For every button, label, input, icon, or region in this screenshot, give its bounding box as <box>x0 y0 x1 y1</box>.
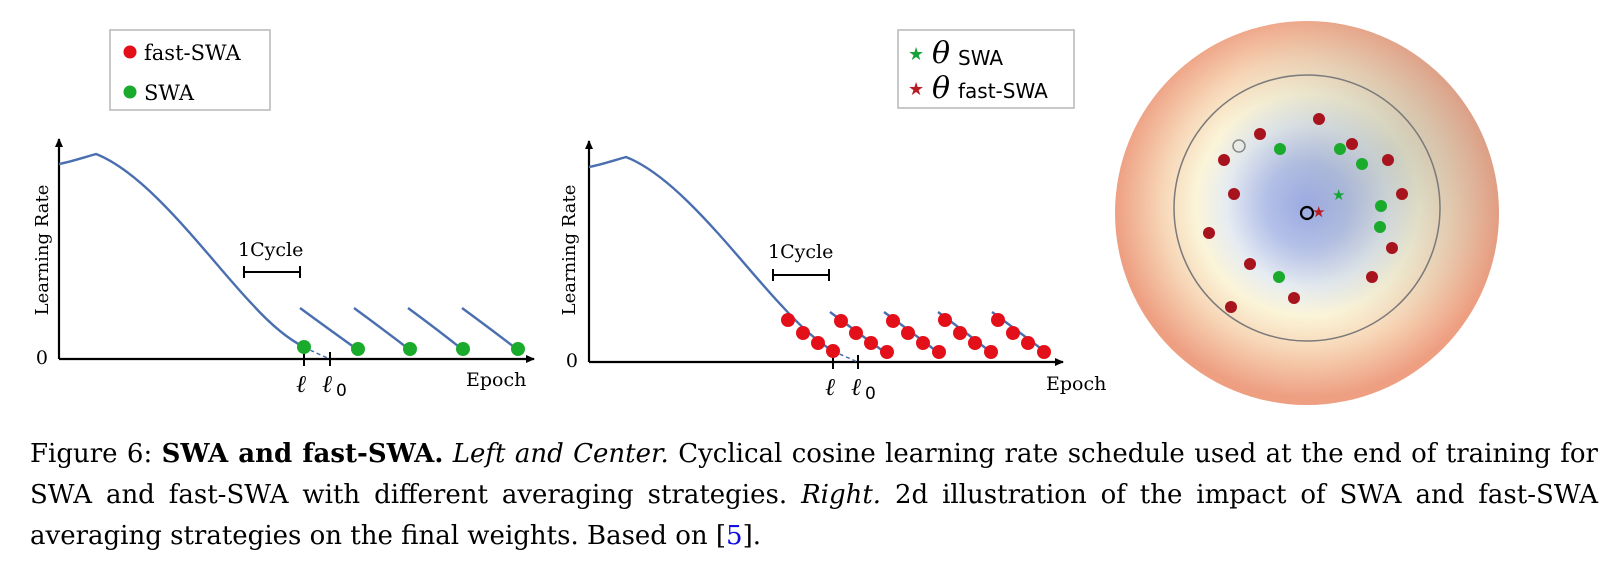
caption-italic-right: Right. <box>801 480 882 510</box>
center-tick-l-label: ℓ <box>825 373 835 401</box>
figure-caption: Figure 6: SWA and fast-SWA. Left and Cen… <box>30 434 1598 557</box>
fast-swa-point <box>834 314 848 328</box>
legend-theta-swa: θ <box>932 36 950 71</box>
legend-theta-fast-swa: θ <box>932 71 950 106</box>
fast-swa-weight <box>1203 227 1215 239</box>
fast-swa-point <box>968 336 982 350</box>
trajectory-circle <box>1173 74 1441 342</box>
swa-point <box>456 342 470 356</box>
left-cycle-label: 1Cycle <box>238 239 303 261</box>
swa-star-icon: ★ <box>1332 186 1345 204</box>
swa-point <box>403 342 417 356</box>
fast-swa-point <box>938 313 952 327</box>
fast-swa-weight <box>1382 154 1394 166</box>
right-weight-space-illustration: ★ θ SWA ★ θ fast-SWA <box>897 21 1499 405</box>
fast-swa-weight <box>1313 113 1325 125</box>
center-tick-l0-subscript: 0 <box>865 384 876 404</box>
fast-swa-point <box>916 336 930 350</box>
fast-swa-point <box>886 314 900 328</box>
caption-text-2: 2d illustration of the impact of SWA and… <box>30 480 1599 551</box>
center-cycle-label: 1Cycle <box>768 241 833 263</box>
fast-swa-point <box>826 344 840 358</box>
legend-swa-star-icon: ★ <box>908 44 924 65</box>
fast-swa-point <box>864 336 878 350</box>
fast-swa-weight <box>1288 292 1300 304</box>
left-lr-curve <box>58 152 305 349</box>
fast-swa-weight <box>1244 258 1256 270</box>
fast-swa-weight <box>1225 301 1237 313</box>
swa-point <box>351 342 365 356</box>
figure: fast-SWA SWA 0 Learning Rate Epoch 1Cycl… <box>32 21 1499 405</box>
center-y-axis-label: Learning Rate <box>559 185 580 316</box>
fast-swa-weight <box>1396 188 1408 200</box>
fast-swa-weight <box>1228 188 1240 200</box>
citation-link[interactable]: 5 <box>726 521 743 551</box>
fast-swa-point <box>984 345 998 359</box>
dark-red-points <box>1203 113 1408 313</box>
legend-swa-text: SWA <box>958 46 1003 70</box>
fast-swa-weight <box>1386 242 1398 254</box>
swa-point <box>297 340 311 354</box>
right-legend: ★ θ SWA ★ θ fast-SWA <box>897 29 1075 109</box>
fast-swa-weight <box>1218 154 1230 166</box>
swa-weight <box>1374 221 1386 233</box>
optimum-point <box>1299 205 1315 221</box>
swa-weight <box>1356 158 1368 170</box>
fast-swa-weight <box>1254 128 1266 140</box>
left-tick-l-label: ℓ <box>296 370 306 398</box>
fast-swa-point <box>991 313 1005 327</box>
left-legend: fast-SWA SWA <box>109 29 271 111</box>
caption-title: SWA and fast-SWA. <box>161 439 444 469</box>
legend-fast-swa-text: fast-SWA <box>958 79 1048 103</box>
legend-swa-label: SWA <box>144 81 195 105</box>
left-swa-points <box>297 340 525 356</box>
legend-swa-marker <box>123 85 137 99</box>
caption-italic-left-center: Left and Center. <box>452 439 669 469</box>
left-tick-l0-subscript: 0 <box>336 381 347 401</box>
fast-swa-point <box>781 313 795 327</box>
left-lr-plot: fast-SWA SWA 0 Learning Rate Epoch 1Cycl… <box>32 29 535 401</box>
caption-label: Figure 6: <box>30 439 153 469</box>
left-x-axis-label: Epoch <box>466 369 526 391</box>
fast-swa-point <box>796 326 810 340</box>
center-lr-plot: 0 Learning Rate Epoch 1Cycle ℓ ℓ 0 <box>559 140 1106 404</box>
center-fast-swa-points <box>781 313 1051 359</box>
fast-swa-point <box>1037 345 1051 359</box>
swa-weight <box>1375 200 1387 212</box>
caption-text-1: Cyclical cosine learning rate schedule u… <box>30 439 1598 510</box>
fast-swa-point <box>1021 336 1035 350</box>
fast-swa-weight <box>1366 271 1378 283</box>
fast-swa-point <box>932 345 946 359</box>
fast-swa-point <box>1006 326 1020 340</box>
start-point <box>1232 139 1246 153</box>
center-tick-l0-label: ℓ <box>851 373 861 401</box>
swa-weight <box>1274 143 1286 155</box>
swa-weight <box>1273 271 1285 283</box>
center-zero-label: 0 <box>566 350 578 372</box>
left-lr-cycle-3 <box>407 307 464 351</box>
left-tick-l0-label: ℓ <box>322 370 332 398</box>
center-x-axis-label: Epoch <box>1046 373 1106 395</box>
swa-point <box>511 342 525 356</box>
caption-text-3: ]. <box>742 521 761 551</box>
left-zero-label: 0 <box>36 347 48 369</box>
fast-swa-weight <box>1346 138 1358 150</box>
fast-swa-point <box>953 326 967 340</box>
legend-fast-swa-label: fast-SWA <box>144 41 242 65</box>
left-lr-cycle-4 <box>461 307 519 351</box>
fast-swa-star-icon: ★ <box>1312 203 1325 221</box>
fast-swa-point <box>880 345 894 359</box>
left-y-axis-label: Learning Rate <box>32 185 53 316</box>
legend-fast-swa-star-icon: ★ <box>908 79 924 100</box>
legend-fast-swa-marker <box>123 45 137 59</box>
green-swa-points <box>1273 143 1387 283</box>
fast-swa-point <box>811 336 825 350</box>
swa-weight <box>1334 143 1346 155</box>
fast-swa-point <box>849 326 863 340</box>
fast-swa-point <box>901 326 915 340</box>
